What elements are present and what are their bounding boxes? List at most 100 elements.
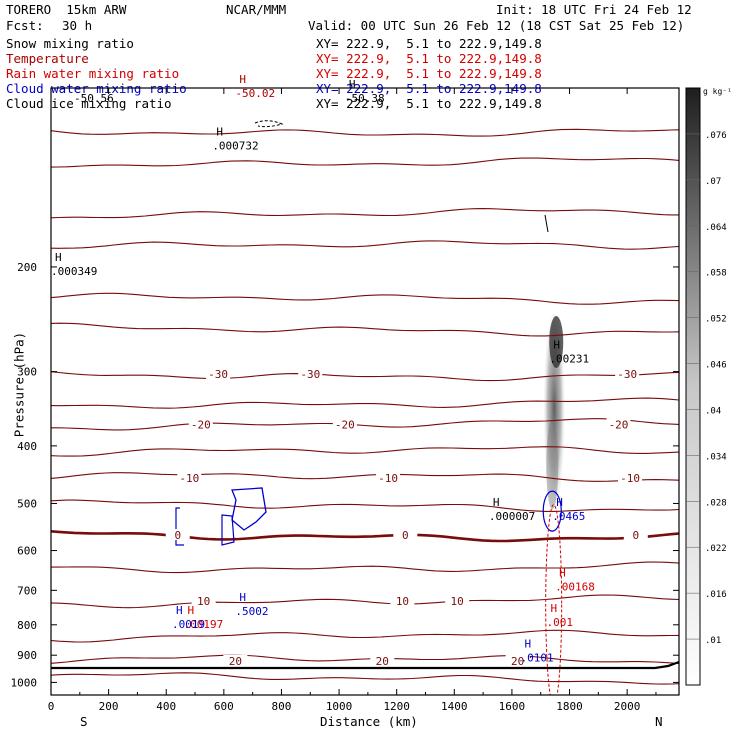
isotherm-label-bg bbox=[393, 529, 418, 541]
y-tick-label: 1000 bbox=[11, 676, 38, 689]
isotherm-label-bg bbox=[332, 418, 357, 430]
snow-contour-tick bbox=[544, 214, 549, 233]
isotherm--30 bbox=[51, 371, 679, 382]
isotherm--35 bbox=[51, 292, 679, 305]
isotherm-label-bg bbox=[188, 418, 213, 430]
colorbar-tick-label: .046 bbox=[705, 361, 727, 371]
y-tick-label: 800 bbox=[17, 619, 37, 632]
colorbar-tick-label: .058 bbox=[705, 269, 727, 279]
legend-rain: Rain water mixing ratio bbox=[6, 66, 180, 81]
isotherm-label: 0 bbox=[632, 529, 639, 542]
legend-cloud-ice-xy: XY= 222.9, 5.1 to 222.9,149.8 bbox=[316, 96, 542, 111]
extremum-value: .0465 bbox=[552, 510, 585, 523]
isotherm-label-bg bbox=[370, 654, 395, 666]
colorbar-tick-label: .034 bbox=[705, 452, 727, 462]
extremum-marker: H bbox=[349, 78, 356, 91]
extremum-value: -50.38 bbox=[345, 92, 385, 105]
cloud-water-contour-west-2 bbox=[221, 514, 235, 546]
legend-snow-xy: XY= 222.9, 5.1 to 222.9,149.8 bbox=[316, 36, 542, 51]
isotherm-label-bg bbox=[505, 654, 530, 666]
valid-time: Valid: 00 UTC Sun 26 Feb 12 (18 CST Sat … bbox=[308, 18, 685, 33]
x-tick-label: 600 bbox=[214, 700, 234, 713]
isotherm--25 bbox=[51, 397, 679, 409]
x-tick-label: 2000 bbox=[614, 700, 641, 713]
x-tick-label: 0 bbox=[48, 700, 55, 713]
extremum-marker: H bbox=[239, 73, 246, 86]
isotherm-label: -20 bbox=[609, 418, 629, 431]
forecast-label: Fcst: bbox=[6, 18, 44, 33]
plot-frame bbox=[50, 87, 680, 696]
extremum-marker: H bbox=[239, 591, 246, 604]
isotherm-15 bbox=[51, 629, 679, 643]
cloud-water-contour-west-3 bbox=[175, 507, 184, 546]
extremum-value: .00197 bbox=[184, 618, 224, 631]
colorbar-tick-label: .022 bbox=[705, 544, 727, 554]
isotherm-label-bg bbox=[165, 529, 190, 541]
extremum-value: .000732 bbox=[212, 140, 258, 153]
isotherm-label: 0 bbox=[402, 529, 409, 542]
isotherm--5 bbox=[51, 499, 679, 512]
isotherm-label: -10 bbox=[620, 472, 640, 485]
isotherm-label: 10 bbox=[451, 595, 464, 608]
isotherm-5 bbox=[51, 561, 679, 574]
isotherm-label-bg bbox=[615, 368, 640, 380]
x-tick-label: 200 bbox=[99, 700, 119, 713]
isotherm-label: 20 bbox=[376, 655, 389, 668]
colorbar-tick-label: .01 bbox=[705, 636, 721, 646]
extremum-value: -50.56 bbox=[74, 92, 114, 105]
x-tick-label: 1000 bbox=[326, 700, 353, 713]
isotherm--35 bbox=[51, 240, 679, 250]
extremum-marker: H bbox=[559, 567, 566, 580]
isotherm-label-bg bbox=[445, 595, 470, 607]
y-tick-label: 600 bbox=[17, 545, 37, 558]
colorbar-tick-label: .052 bbox=[705, 315, 727, 325]
extremum-marker: H bbox=[550, 602, 557, 615]
legend-snow: Snow mixing ratio bbox=[6, 36, 134, 51]
x-tick-label: 1600 bbox=[499, 700, 526, 713]
snow-plume-core bbox=[549, 315, 564, 368]
isotherm-0 bbox=[51, 530, 679, 543]
colorbar bbox=[685, 87, 701, 686]
colorbar-tick-label: .076 bbox=[705, 131, 727, 141]
isotherm-label: 0 bbox=[174, 529, 181, 542]
x-tick-label: 400 bbox=[156, 700, 176, 713]
isotherm-label-bg bbox=[390, 595, 415, 607]
colorbar-tick-label: .028 bbox=[705, 498, 727, 508]
isotherm-label: 20 bbox=[229, 655, 242, 668]
legend-temperature: Temperature bbox=[6, 51, 89, 66]
extremum-marker: H bbox=[188, 604, 195, 617]
y-tick-label: 900 bbox=[17, 649, 37, 662]
extremum-marker: H bbox=[525, 637, 532, 650]
ground-line bbox=[51, 660, 679, 670]
cloud-water-contour-west bbox=[231, 487, 267, 531]
y-tick-label: 500 bbox=[17, 497, 37, 510]
x-tick-label: 800 bbox=[272, 700, 292, 713]
extremum-value: -50.02 bbox=[235, 87, 275, 100]
isotherm-label: 10 bbox=[396, 595, 409, 608]
isotherm-label: -30 bbox=[208, 368, 228, 381]
isotherm-label: -20 bbox=[335, 418, 355, 431]
x-tick-label: 1200 bbox=[383, 700, 410, 713]
y-axis-title: Pressure (hPa) bbox=[11, 331, 27, 438]
extremum-marker: H bbox=[176, 604, 183, 617]
isotherm-label: -30 bbox=[617, 368, 637, 381]
colorbar-unit: g kg⁻¹ bbox=[703, 87, 732, 96]
extremum-marker: H bbox=[216, 126, 223, 139]
x-tick-label: 1800 bbox=[556, 700, 583, 713]
extremum-marker: H bbox=[493, 496, 500, 509]
isotherm-10 bbox=[51, 594, 679, 609]
isotherm-label: -20 bbox=[191, 418, 211, 431]
endpoint-north: N bbox=[655, 714, 663, 729]
isotherm--45 bbox=[51, 157, 679, 168]
isotherm--40 bbox=[51, 208, 679, 219]
extremum-value: .0019 bbox=[172, 618, 205, 631]
isotherm-20 bbox=[51, 654, 679, 665]
snow-plume-mid bbox=[546, 419, 559, 510]
extremum-value: .001 bbox=[546, 616, 573, 629]
isotherm--20 bbox=[51, 418, 679, 431]
extremum-value: .000349 bbox=[51, 265, 97, 278]
legend-rain-xy: XY= 222.9, 5.1 to 222.9,149.8 bbox=[316, 66, 542, 81]
isotherm-label-bg bbox=[618, 471, 643, 483]
isotherm-label-bg bbox=[177, 471, 202, 483]
